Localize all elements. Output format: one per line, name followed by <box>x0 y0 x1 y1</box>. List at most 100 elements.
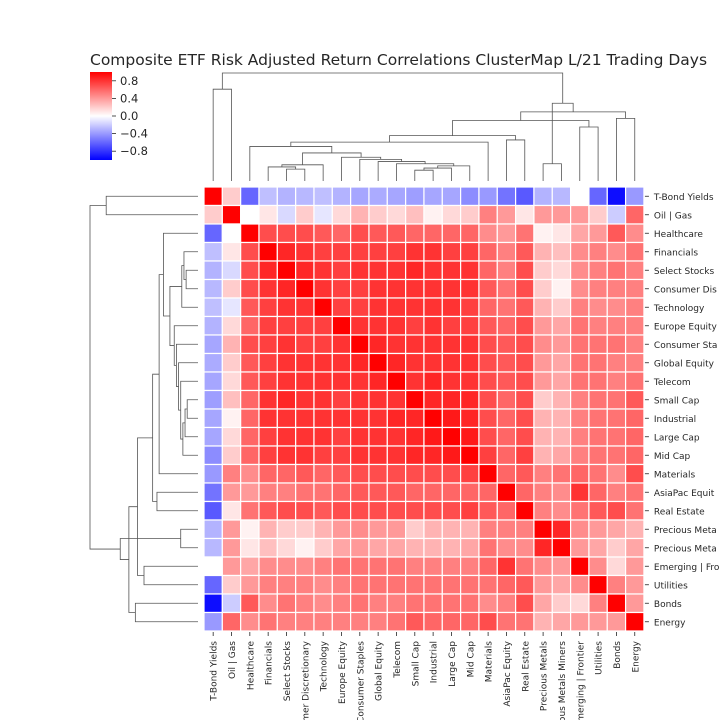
heatmap-cell <box>460 482 480 503</box>
row-label: Precious Meta <box>654 526 717 536</box>
heatmap-cell <box>313 389 333 410</box>
heatmap-cell <box>405 241 425 262</box>
heatmap-cell <box>240 260 260 281</box>
heatmap-cell <box>441 574 462 595</box>
heatmap-cell <box>313 204 333 225</box>
heatmap-cell <box>203 408 223 429</box>
heatmap-cell <box>551 500 572 521</box>
heatmap-cell <box>276 537 297 558</box>
heatmap-cell <box>624 223 645 244</box>
heatmap-cell <box>350 556 370 577</box>
heatmap-cell <box>496 482 517 503</box>
heatmap-cell <box>386 204 407 225</box>
heatmap-cell <box>478 556 498 577</box>
heatmap-cell <box>405 426 425 447</box>
heatmap-cell <box>221 334 242 355</box>
heatmap-cell <box>221 352 242 373</box>
heatmap-cell <box>441 445 462 466</box>
heatmap-cell <box>386 297 407 318</box>
heatmap-cell <box>313 500 333 521</box>
heatmap-cell <box>295 389 315 410</box>
col-label: AsiaPac Equity <box>503 640 513 706</box>
heatmap-cell <box>258 315 278 336</box>
heatmap-cell <box>386 445 407 466</box>
heatmap-cell <box>460 426 480 447</box>
heatmap-cell <box>515 260 535 281</box>
heatmap-cell <box>258 500 278 521</box>
heatmap-cell <box>606 389 627 410</box>
heatmap-cell <box>624 463 645 484</box>
heatmap-cell <box>588 241 608 262</box>
heatmap-cell <box>203 611 223 632</box>
heatmap-cell <box>624 371 645 392</box>
heatmap-cell <box>368 260 388 281</box>
heatmap-cell <box>221 278 242 299</box>
heatmap-cell <box>533 537 553 558</box>
heatmap-cell <box>606 426 627 447</box>
heatmap-cell <box>368 334 388 355</box>
row-dendrogram-branch <box>169 286 182 346</box>
heatmap-cell <box>515 371 535 392</box>
row-label: Materials <box>654 470 696 480</box>
heatmap-cell <box>624 278 645 299</box>
chart-title: Composite ETF Risk Adjusted Return Corre… <box>90 51 708 69</box>
heatmap-cell <box>551 352 572 373</box>
heatmap-cell <box>569 204 590 225</box>
heatmap-cell <box>515 593 535 614</box>
heatmap-cell <box>606 241 627 262</box>
heatmap-cell <box>441 408 462 429</box>
heatmap-cell <box>276 223 297 244</box>
heatmap-cell <box>386 611 407 632</box>
row-label: Small Cap <box>654 396 700 406</box>
heatmap-cell <box>258 556 278 577</box>
heatmap-cell <box>240 186 260 207</box>
col-label: Telecom <box>393 641 403 679</box>
heatmap-cell <box>386 260 407 281</box>
heatmap-cell <box>606 482 627 503</box>
heatmap-cell <box>313 186 333 207</box>
heatmap-cell <box>350 241 370 262</box>
heatmap-cell <box>441 519 462 540</box>
row-label: Large Cap <box>654 433 700 443</box>
col-dendrogram-branch <box>341 156 382 181</box>
heatmap-cell <box>258 389 278 410</box>
heatmap-cell <box>588 593 608 614</box>
heatmap-cell <box>460 408 480 429</box>
heatmap-cell <box>240 611 260 632</box>
col-label: Utilities <box>595 641 605 675</box>
col-dendrogram-branch <box>389 135 517 143</box>
heatmap-cell <box>386 556 407 577</box>
heatmap-cell <box>313 278 333 299</box>
heatmap-cell <box>368 500 388 521</box>
heatmap-cell <box>441 611 462 632</box>
heatmap-cell <box>533 260 553 281</box>
heatmap-cell <box>331 519 352 540</box>
heatmap-cell <box>405 186 425 207</box>
heatmap-cell <box>295 426 315 447</box>
heatmap-cell <box>606 519 627 540</box>
heatmap-cell <box>368 297 388 318</box>
heatmap-cell <box>606 463 627 484</box>
heatmap-cell <box>515 389 535 410</box>
row-label: Bonds <box>654 600 682 610</box>
heatmap-cell <box>350 278 370 299</box>
heatmap-cell <box>423 241 443 262</box>
colorbar <box>90 72 112 160</box>
heatmap-cell <box>588 556 608 577</box>
heatmap-cell <box>478 204 498 225</box>
heatmap-cell <box>569 593 590 614</box>
heatmap-cell <box>624 500 645 521</box>
heatmap-cell <box>515 445 535 466</box>
heatmap-cell <box>313 352 333 373</box>
heatmap-cell <box>350 260 370 281</box>
heatmap-cell <box>624 574 645 595</box>
heatmap-cell <box>313 315 333 336</box>
heatmap-cell <box>350 371 370 392</box>
heatmap-cell <box>441 556 462 577</box>
heatmap-cell <box>533 352 553 373</box>
heatmap-cell <box>588 500 608 521</box>
col-dendrogram-branch <box>506 139 526 181</box>
heatmap-cell <box>624 186 645 207</box>
heatmap-cell <box>203 389 223 410</box>
row-label: Financials <box>654 248 698 258</box>
